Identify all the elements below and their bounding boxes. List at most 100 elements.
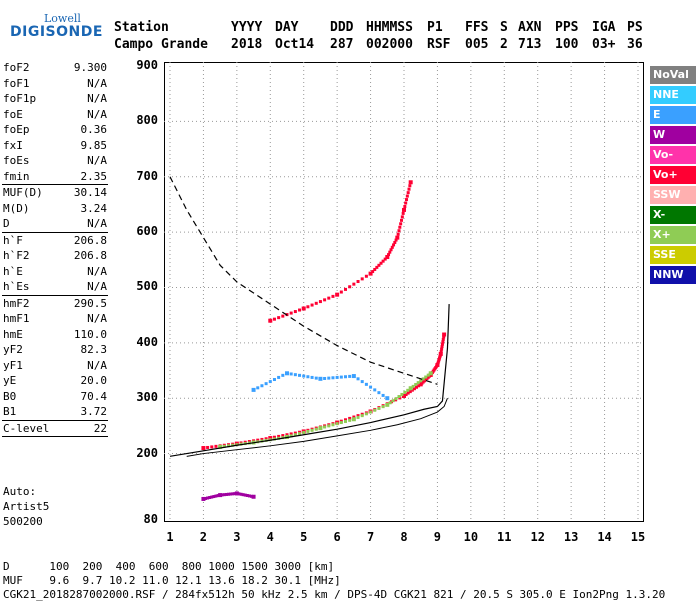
trace-dot (293, 433, 297, 437)
param-label: foF1 (3, 76, 30, 90)
param-value: 70.4 (80, 389, 108, 403)
data-point (428, 371, 433, 376)
x-tick-label: 13 (563, 530, 579, 544)
param-label: foE (3, 107, 23, 121)
header-label-ps: PS (627, 20, 643, 35)
trace-dot (264, 382, 268, 386)
trace-dot (396, 232, 400, 236)
trace-dot (394, 238, 398, 242)
trace-dot (352, 282, 356, 286)
trace-dot (331, 423, 335, 427)
trace-dot (356, 377, 360, 381)
trace-dot (344, 419, 347, 423)
param-row: foE N/A (0, 107, 110, 123)
trace-dot (206, 496, 210, 500)
trace-dot (302, 431, 306, 435)
legend-item: NNE (650, 86, 696, 104)
footer-file-info: CGK21_2018287002000.RSF / 284fx512h 50 k… (3, 588, 666, 601)
param-value: 290.5 (73, 296, 107, 310)
trace-dot (289, 434, 293, 438)
trace-dot (344, 287, 347, 291)
legend: NoVal NNE E W Vo- Vo+ SSW X- X+ SSE NNW (650, 66, 696, 286)
header-value-hhmmss: 002000 (366, 37, 413, 52)
trace-dot (208, 496, 212, 500)
trace-dot (277, 316, 281, 320)
legend-item: SSW (650, 186, 696, 204)
trace-dot (310, 428, 314, 432)
trace-dot (229, 492, 233, 496)
trace-dot (298, 432, 302, 436)
param-label: foF1p (3, 92, 37, 105)
y-tick-label: 800 (136, 113, 158, 128)
trace-dot (381, 405, 385, 409)
data-point (395, 235, 400, 240)
param-value: 206.8 (73, 233, 107, 247)
legend-item: X- (650, 206, 696, 224)
legend-item: W (650, 126, 696, 144)
trace-dot (233, 492, 237, 496)
header-label-station: Station (114, 20, 169, 35)
header-value-day: Oct14 (275, 37, 315, 52)
y-tick-label: 300 (136, 390, 158, 405)
trace-dot (272, 435, 276, 439)
data-point (385, 402, 390, 407)
x-tick-label: 12 (530, 530, 545, 544)
legend-item: Vo+ (650, 166, 696, 184)
trace-dot (400, 215, 404, 219)
header-label-axn: AXN (518, 20, 542, 35)
trace-dot (281, 434, 285, 438)
trace-dot (245, 494, 249, 498)
param-separator (2, 436, 108, 437)
trace-dot (403, 390, 407, 394)
header-value-iga: 03+ (592, 37, 616, 52)
electron-density-profile (169, 304, 450, 457)
trace-dot (327, 296, 331, 300)
trace-dot (210, 495, 214, 499)
trace-dot (383, 257, 387, 261)
trace-dot (377, 263, 381, 267)
trace-dot (222, 493, 226, 497)
trace-dot (314, 301, 318, 305)
trace-dot (399, 218, 403, 222)
trace-dot (331, 376, 335, 380)
param-value: 20.0 (80, 374, 108, 387)
param-label: h`Es (3, 280, 30, 293)
trace-dot (206, 445, 210, 449)
param-value: 3.24 (80, 201, 108, 215)
trace-dot (293, 373, 297, 377)
param-label: fxI (3, 138, 23, 152)
trace-dot (339, 421, 343, 425)
param-value: 110.0 (73, 327, 107, 341)
trace-dot (419, 379, 423, 383)
trace-dot (247, 440, 251, 444)
param-row: B1 3.72 (0, 404, 110, 420)
trace-dot (440, 347, 444, 351)
param-label: fmin (3, 169, 30, 183)
trace-dot (260, 384, 264, 388)
param-value: N/A (87, 312, 107, 325)
trace-dot (323, 298, 327, 302)
trace-dot (256, 438, 260, 442)
trace-dot (247, 494, 251, 498)
parameter-panel: foF2 9.300 foF1 N/A foF1p N/A foE N/A foEp 0.36 fx… (0, 60, 110, 437)
trace-dot (224, 492, 228, 496)
header-value-ps: 36 (627, 37, 643, 52)
trace-dot (231, 492, 235, 496)
trace-dot (381, 393, 385, 397)
trace-dot (293, 431, 297, 435)
legend-item: E (650, 106, 696, 124)
param-row: fmin 2.35 (0, 169, 110, 185)
data-point (201, 446, 206, 451)
param-row: h`Es N/A (0, 279, 110, 295)
data-point (285, 371, 289, 376)
trace-dot (411, 384, 415, 388)
data-point (251, 494, 256, 499)
legend-item: SSE (650, 246, 696, 264)
trace-dot (204, 496, 208, 500)
trace-dot (220, 493, 224, 497)
trace-dot (397, 229, 401, 233)
param-value: 82.3 (80, 343, 108, 356)
data-point (218, 493, 223, 498)
param-label: hmF1 (3, 312, 30, 325)
trace-dot (260, 437, 264, 441)
